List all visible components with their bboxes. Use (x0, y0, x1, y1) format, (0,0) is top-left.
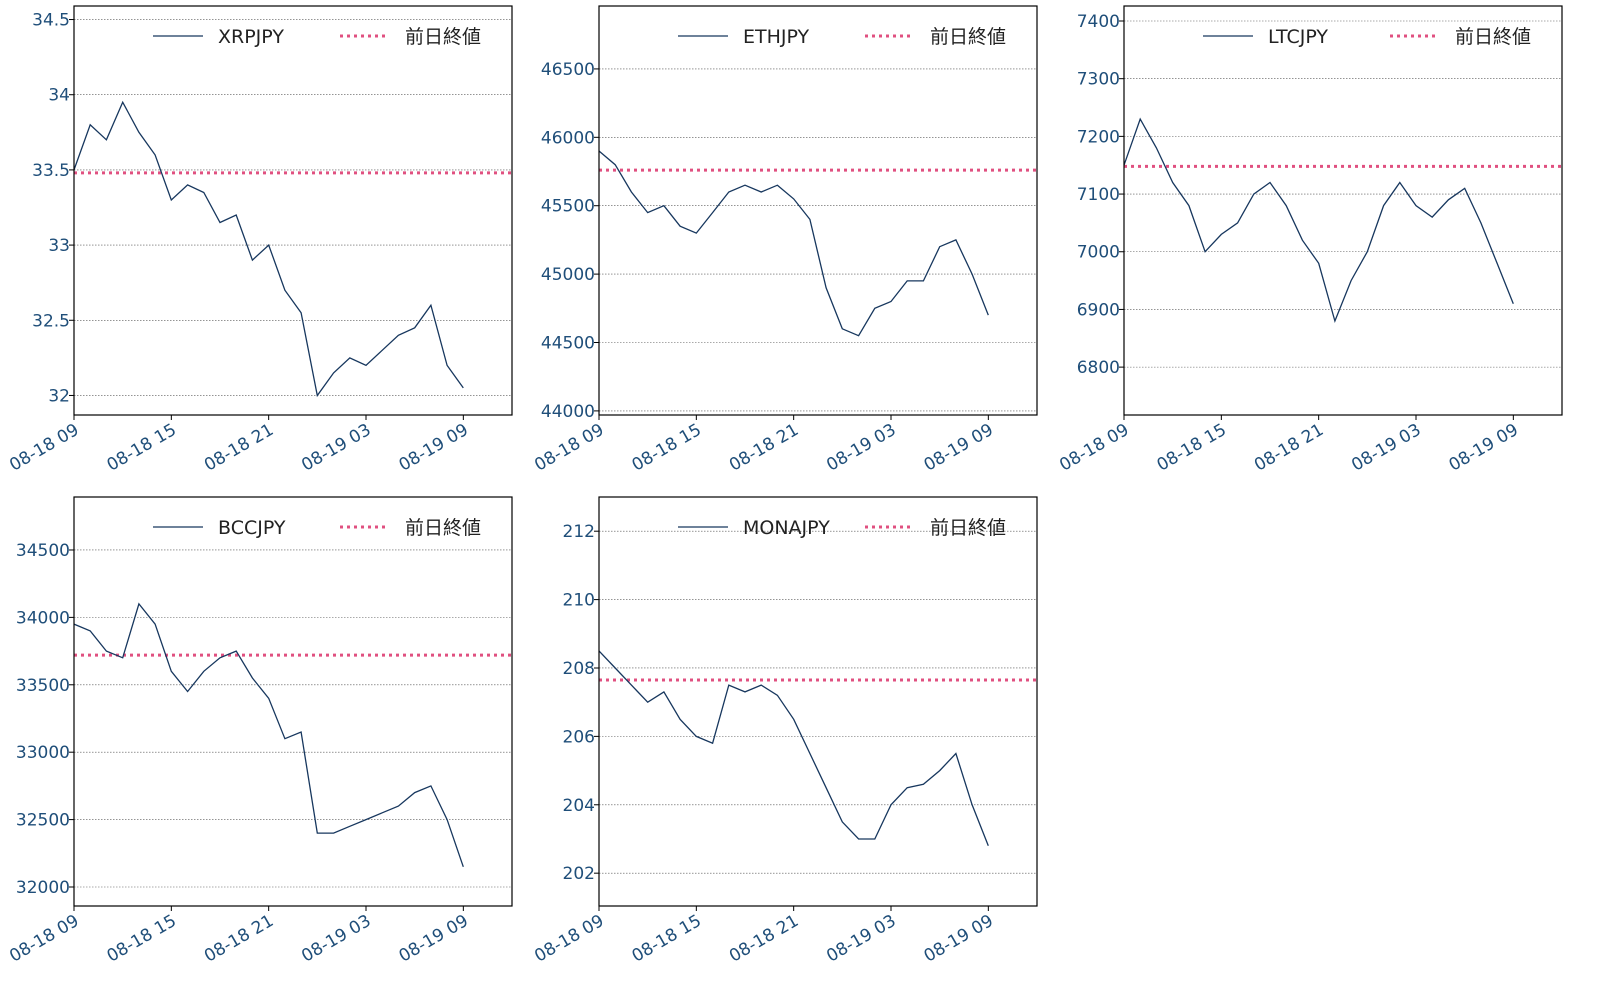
axes-frame (598, 496, 1038, 907)
x-tick-label: 08-18 09 (1056, 420, 1132, 476)
x-tick-label: 08-18 09 (531, 420, 607, 476)
x-tick-label: 08-19 03 (298, 911, 374, 967)
x-tick-label: 08-18 15 (104, 911, 180, 967)
y-tick-label: 204 (563, 796, 595, 816)
y-tick-label: 33 (48, 236, 70, 256)
price-line (598, 150, 989, 337)
price-line (73, 100, 464, 398)
legend-label: 前日終値 (405, 517, 481, 539)
y-tick-label: 33000 (16, 743, 70, 763)
y-tick-label: 33500 (16, 676, 70, 696)
y-tick-label: 7300 (1077, 70, 1120, 90)
y-tick-label: 212 (563, 522, 595, 542)
x-tick-label: 08-18 15 (629, 420, 705, 476)
y-tick-label: 206 (563, 727, 595, 747)
y-tick-label: 44500 (541, 334, 595, 354)
x-tick-label: 08-19 09 (921, 911, 997, 967)
axes-frame (73, 5, 513, 416)
x-tick-label: 08-18 21 (201, 911, 277, 967)
x-tick-label: 08-18 21 (201, 420, 277, 476)
axes-frame (73, 496, 513, 907)
y-tick-label: 46000 (541, 128, 595, 148)
legend-label: 前日終値 (405, 26, 481, 48)
x-tick-label: 08-19 09 (1446, 420, 1522, 476)
legend-label: ETHJPY (743, 26, 810, 48)
price-line (1123, 117, 1514, 324)
x-tick-label: 08-18 15 (104, 420, 180, 476)
price-line (73, 602, 464, 868)
y-tick-label: 7400 (1077, 12, 1120, 32)
subplot: 44000 44500 45000 45500 46000 46500 08-18 09 08… (531, 5, 1038, 476)
y-tick-label: 32 (48, 386, 70, 406)
y-tick-label: 44000 (541, 402, 595, 422)
x-tick-label: 08-18 21 (726, 911, 802, 967)
x-tick-label: 08-18 15 (629, 911, 705, 967)
y-tick-label: 208 (563, 659, 595, 679)
y-tick-label: 34000 (16, 608, 70, 628)
y-tick-label: 32.5 (32, 311, 70, 331)
x-tick-label: 08-18 09 (6, 911, 82, 967)
legend-label: LTCJPY (1268, 26, 1328, 48)
legend-label: MONAJPY (743, 517, 830, 539)
x-tick-label: 08-18 21 (1251, 420, 1327, 476)
legend-label: 前日終値 (930, 517, 1006, 539)
subplot: 202 204 206 208 210 212 08-18 09 08-18 15 08-18 … (531, 496, 1038, 967)
legend-label: XRPJPY (218, 26, 284, 48)
y-tick-label: 34 (48, 86, 70, 106)
axes-frame (1123, 5, 1563, 416)
y-tick-label: 34.5 (32, 11, 70, 31)
y-tick-label: 7000 (1077, 243, 1120, 263)
x-tick-label: 08-18 09 (6, 420, 82, 476)
y-tick-label: 7100 (1077, 185, 1120, 205)
y-tick-label: 202 (563, 864, 595, 884)
price-line (598, 650, 989, 847)
legend-label: 前日終値 (930, 26, 1006, 48)
x-tick-label: 08-18 09 (531, 911, 607, 967)
subplot: 6800 6900 7000 7100 7200 7300 7400 08-18 09 08-1… (1056, 5, 1563, 476)
x-tick-label: 08-19 03 (298, 420, 374, 476)
x-tick-label: 08-19 09 (921, 420, 997, 476)
y-tick-label: 6900 (1077, 300, 1120, 320)
x-tick-label: 08-19 03 (1348, 420, 1424, 476)
y-tick-label: 6800 (1077, 358, 1120, 378)
axes-frame (598, 5, 1038, 416)
x-tick-label: 08-18 15 (1154, 420, 1230, 476)
y-tick-label: 45000 (541, 265, 595, 285)
y-tick-label: 32500 (16, 811, 70, 831)
y-tick-label: 34500 (16, 541, 70, 561)
subplot: 32000 32500 33000 33500 34000 34500 08-18 09 08… (6, 496, 513, 967)
y-tick-label: 45500 (541, 197, 595, 217)
x-tick-label: 08-18 21 (726, 420, 802, 476)
y-tick-label: 46500 (541, 60, 595, 80)
y-tick-label: 33.5 (32, 161, 70, 181)
y-tick-label: 32000 (16, 878, 70, 898)
subplot: 32 32.5 33 33.5 34 34.5 08-18 09 08-18 15 08-18 … (6, 5, 513, 476)
legend-label: 前日終値 (1455, 26, 1531, 48)
x-tick-label: 08-19 03 (823, 420, 899, 476)
x-tick-label: 08-19 09 (396, 911, 472, 967)
x-tick-label: 08-19 09 (396, 420, 472, 476)
legend-label: BCCJPY (218, 517, 286, 539)
y-tick-label: 7200 (1077, 127, 1120, 147)
y-tick-label: 210 (563, 591, 595, 611)
x-tick-label: 08-19 03 (823, 911, 899, 967)
